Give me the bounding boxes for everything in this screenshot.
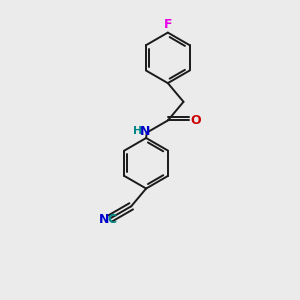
Text: F: F	[164, 18, 172, 31]
Text: N: N	[140, 125, 150, 138]
Text: C: C	[107, 214, 116, 226]
Text: O: O	[190, 114, 201, 127]
Text: H: H	[133, 127, 142, 136]
Text: N: N	[98, 214, 109, 226]
